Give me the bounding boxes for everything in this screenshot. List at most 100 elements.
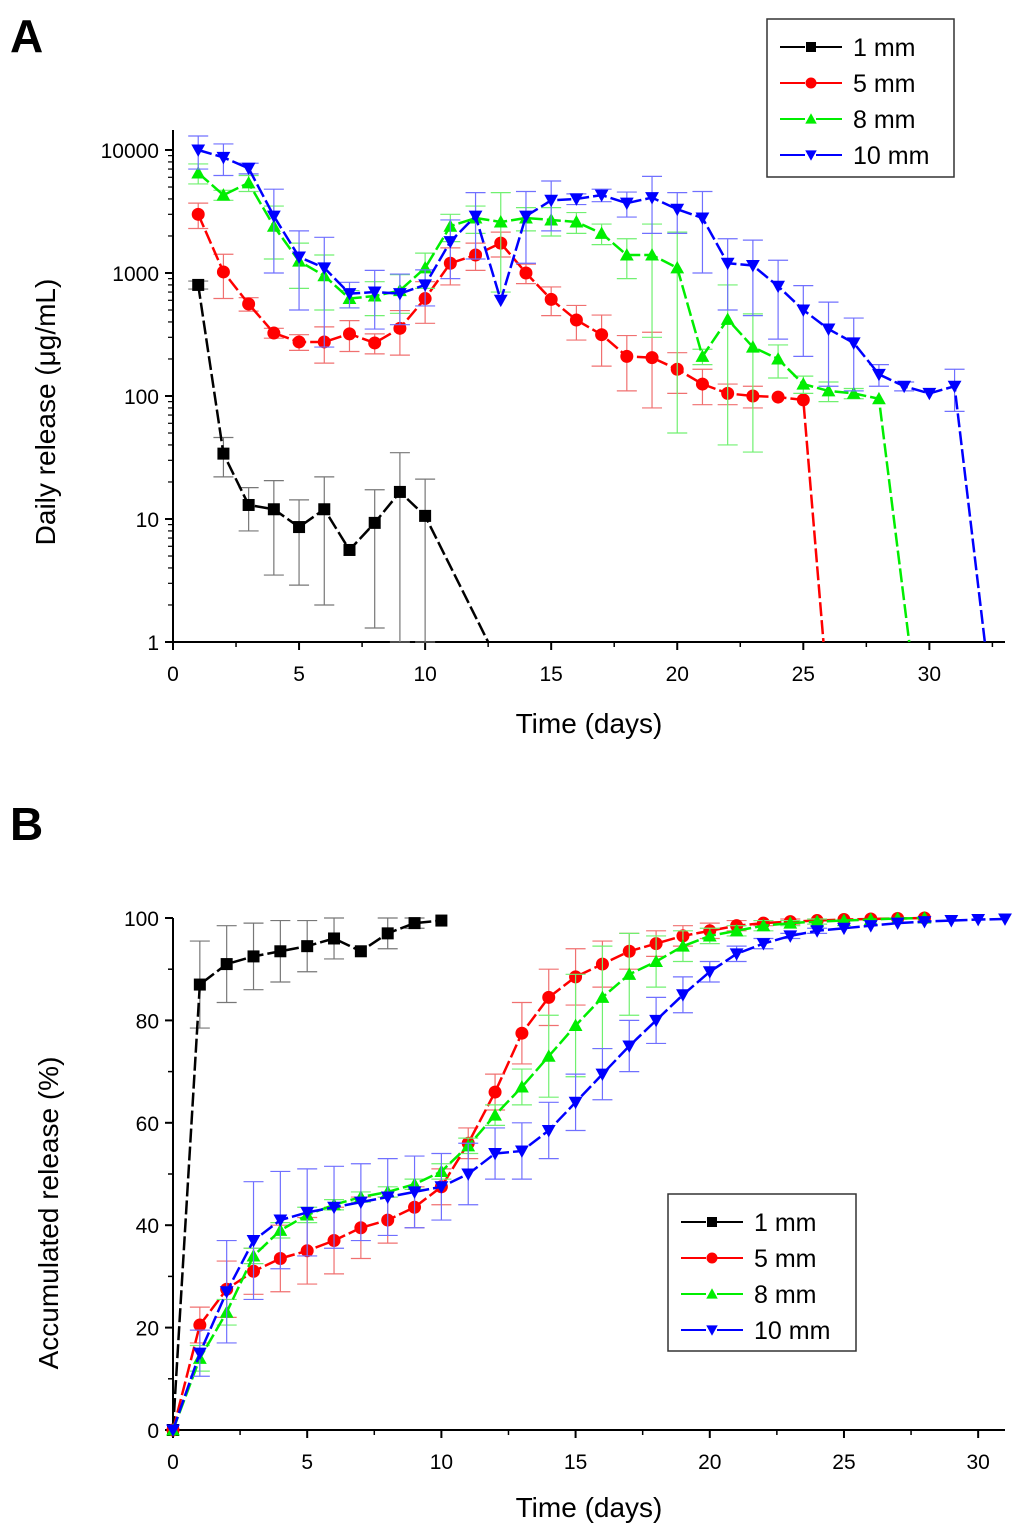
data-point <box>217 447 230 460</box>
data-point <box>166 1424 180 1437</box>
data-point <box>702 929 717 942</box>
data-point <box>267 503 280 516</box>
data-point <box>193 1318 207 1332</box>
data-point <box>407 1186 422 1199</box>
data-point <box>192 278 205 291</box>
data-point <box>771 390 785 404</box>
data-point <box>645 351 659 365</box>
legend-label: 10 mm <box>853 142 929 170</box>
axes: 0 5 10 15 20 25 30 0 20 40 60 80 100 <box>124 908 1005 1474</box>
data-point <box>301 940 314 953</box>
legend-item: 10 mm <box>780 142 929 170</box>
legend-item: 8 mm <box>780 106 916 134</box>
legend-marker <box>805 113 817 124</box>
data-point <box>796 304 811 317</box>
data-point <box>569 193 584 206</box>
data-point <box>519 266 533 280</box>
series-line <box>197 148 987 643</box>
data-point <box>846 386 861 399</box>
data-point <box>645 248 659 261</box>
y-tick-label: 1000 <box>112 263 159 286</box>
data-point <box>488 1085 502 1099</box>
data-point <box>541 1124 556 1138</box>
data-point <box>783 916 798 929</box>
series-line <box>196 284 490 643</box>
data-point <box>897 380 912 394</box>
data-point <box>745 260 760 273</box>
data-point <box>594 189 609 202</box>
data-point <box>292 251 306 264</box>
data-point <box>418 279 433 292</box>
data-point <box>267 326 281 340</box>
data-point <box>649 954 663 968</box>
data-point <box>220 958 233 971</box>
y-tick-label: 10000 <box>101 140 159 163</box>
data-point <box>342 327 356 341</box>
data-point <box>595 1068 610 1082</box>
legend-label: 1 mm <box>853 34 916 62</box>
series-5-mm <box>166 911 931 1437</box>
data-point <box>720 312 735 325</box>
data-point <box>922 387 937 401</box>
data-point <box>342 288 357 301</box>
legend-box <box>766 18 955 178</box>
data-point <box>216 188 231 201</box>
data-point <box>695 377 709 391</box>
x-tick-label: 0 <box>167 1451 179 1474</box>
data-point <box>542 990 556 1004</box>
data-point <box>729 948 744 961</box>
data-point <box>796 393 810 407</box>
data-point <box>619 197 634 211</box>
data-point <box>569 313 583 327</box>
data-point <box>241 162 256 176</box>
y-tick-label: 1 <box>147 632 159 655</box>
y-tick-label: 0 <box>147 1420 159 1443</box>
data-point <box>568 1018 583 1032</box>
data-point <box>328 932 341 945</box>
series-10-mm <box>188 135 987 643</box>
data-point <box>620 349 634 363</box>
data-point <box>745 340 760 353</box>
series-line <box>171 917 1006 1431</box>
data-point <box>354 945 367 958</box>
data-point <box>219 1286 234 1299</box>
x-tick-label: 20 <box>666 663 689 686</box>
data-point <box>408 917 421 930</box>
data-point <box>443 236 458 249</box>
chart-panel-b: 0 5 10 15 20 25 30 0 20 40 60 80 100 Time (days) Accum… <box>33 908 1012 1523</box>
data-point <box>810 914 825 928</box>
data-point <box>872 391 886 405</box>
data-point <box>191 207 205 221</box>
data-point <box>343 543 356 556</box>
data-point <box>944 915 959 928</box>
data-point <box>756 938 771 951</box>
y-tick-label: 20 <box>136 1318 159 1341</box>
data-point <box>720 257 735 271</box>
data-point <box>837 922 851 936</box>
data-point <box>622 967 637 980</box>
data-point <box>810 925 825 938</box>
data-point <box>619 248 634 261</box>
data-point <box>353 1196 368 1210</box>
data-point <box>488 1148 502 1161</box>
x-tick-label: 0 <box>167 663 179 686</box>
x-tick-label: 5 <box>301 1451 313 1474</box>
x-tick-label: 5 <box>293 663 305 686</box>
data-point <box>393 288 407 301</box>
data-point <box>515 1145 529 1158</box>
data-point <box>622 1040 637 1053</box>
data-point <box>242 297 256 311</box>
legend-item: 5 mm <box>780 70 916 98</box>
x-tick-label: 10 <box>430 1451 453 1474</box>
x-axis-title: Time (days) <box>516 708 663 739</box>
legend-item: 10 mm <box>681 1317 830 1345</box>
legend-marker <box>707 1217 717 1227</box>
data-point <box>541 1049 556 1062</box>
data-point <box>544 194 559 208</box>
data-point <box>216 265 230 279</box>
legend-marker <box>706 1252 718 1264</box>
legend: 1 mm 5 mm 8 mm 10 mm <box>766 18 955 178</box>
data-point <box>300 1206 315 1220</box>
data-point <box>247 950 260 963</box>
data-point <box>367 286 382 299</box>
